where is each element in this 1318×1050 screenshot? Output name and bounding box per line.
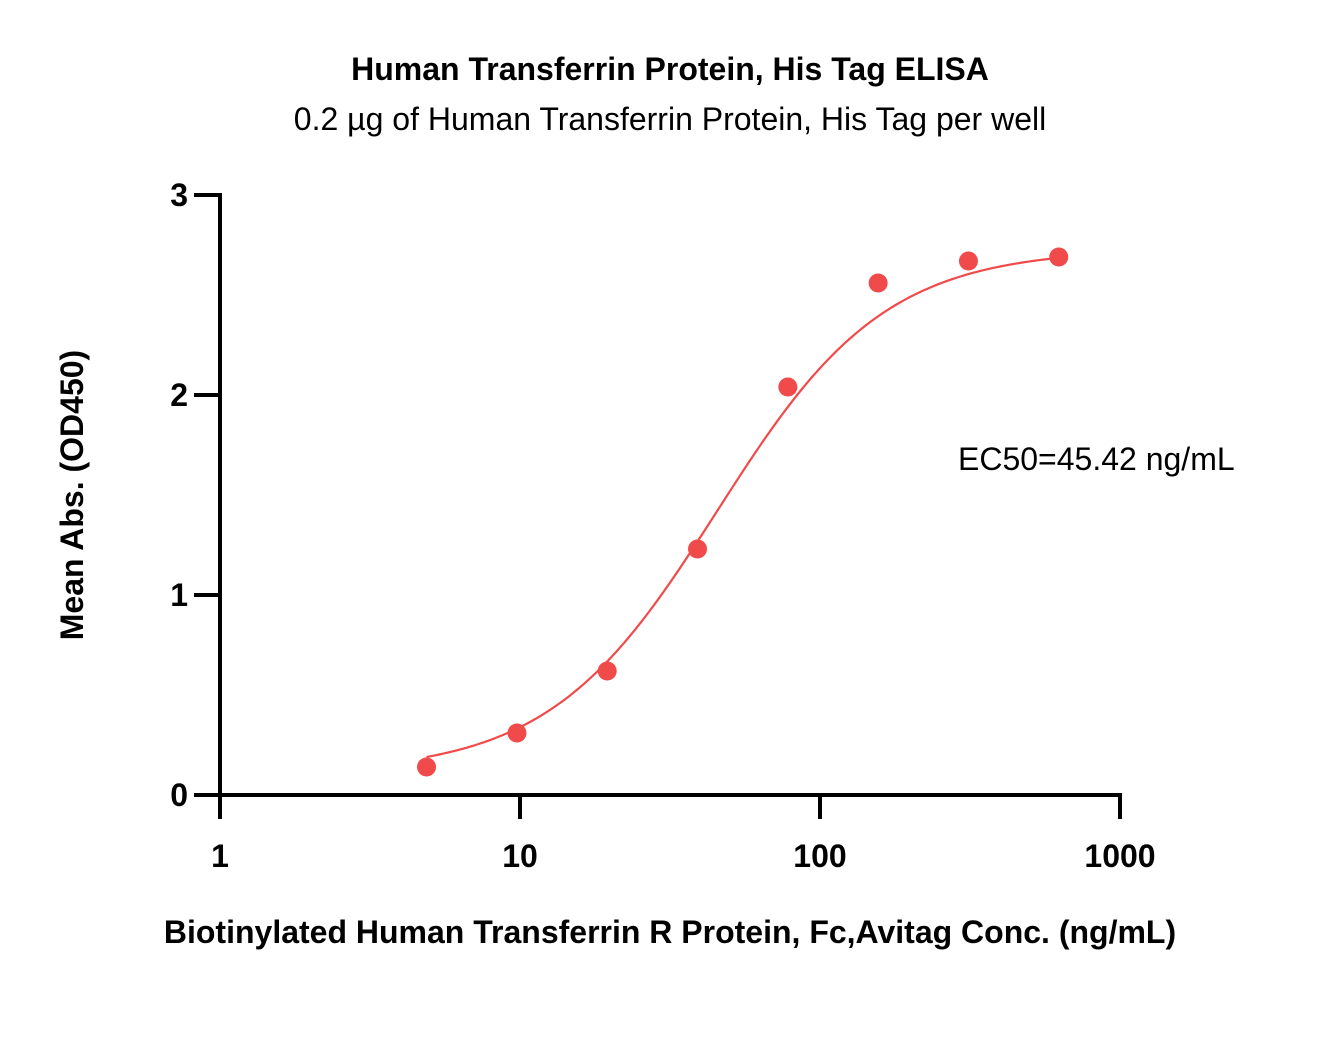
data-point <box>868 273 888 293</box>
y-tick-label: 3 <box>170 177 188 213</box>
data-point <box>778 377 798 397</box>
data-point <box>597 661 617 681</box>
y-tick-label: 2 <box>170 377 188 413</box>
y-tick-label: 0 <box>170 777 188 813</box>
fit-curve-layer <box>426 256 1059 759</box>
fit-curve <box>426 256 1059 759</box>
data-point <box>688 539 708 559</box>
x-tick-label: 10 <box>502 838 538 874</box>
x-tick-label: 100 <box>793 838 846 874</box>
chart-subtitle: 0.2 µg of Human Transferrin Protein, His… <box>294 101 1046 137</box>
x-axis-label: Biotinylated Human Transferrin R Protein… <box>164 914 1176 950</box>
ec50-annotation: EC50=45.42 ng/mL <box>958 441 1235 477</box>
data-point <box>1049 247 1069 267</box>
data-point <box>507 723 527 743</box>
x-tick-label: 1 <box>211 838 229 874</box>
y-tick-label: 1 <box>170 577 188 613</box>
x-tick-label: 1000 <box>1084 838 1155 874</box>
chart-title: Human Transferrin Protein, His Tag ELISA <box>351 51 989 87</box>
data-points-layer <box>417 247 1069 777</box>
y-axis-label: Mean Abs. (OD450) <box>54 350 90 640</box>
data-point <box>417 757 437 777</box>
data-point <box>958 251 978 271</box>
